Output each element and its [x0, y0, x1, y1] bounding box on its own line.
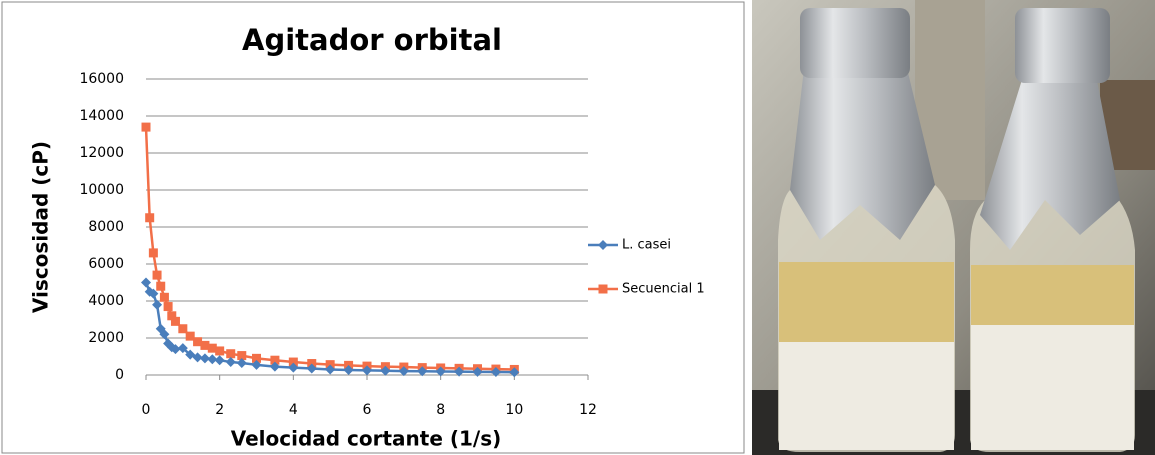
data-point [226, 349, 236, 359]
sediment [971, 325, 1134, 450]
photo [752, 0, 1155, 455]
data-point [270, 355, 280, 365]
data-point [148, 248, 158, 258]
data-point [306, 363, 317, 374]
data-point [163, 302, 173, 312]
y-tick-label: 14000 [79, 108, 124, 124]
data-point [454, 366, 465, 377]
legend-label: Secuencial 1 [622, 282, 705, 297]
data-point [435, 366, 446, 377]
data-point [159, 292, 169, 302]
foil [790, 60, 935, 240]
data-point [398, 366, 409, 377]
data-point [288, 357, 298, 367]
data-point [251, 359, 262, 370]
data-point [193, 337, 203, 347]
data-point [192, 352, 203, 363]
y-tick-label: 8000 [88, 219, 124, 235]
data-point [152, 299, 163, 310]
data-point [207, 343, 217, 353]
data-point [343, 365, 354, 376]
y-tick-label: 6000 [88, 256, 124, 272]
liquid [779, 262, 954, 342]
data-point [170, 316, 180, 326]
data-point [490, 367, 501, 378]
data-point [156, 281, 166, 291]
data-point [199, 353, 210, 364]
data-point [178, 324, 188, 334]
data-point [185, 331, 195, 341]
y-tick-label: 4000 [88, 293, 124, 309]
data-point [177, 343, 188, 354]
y-axis-label: Viscosidad (cP) [29, 141, 53, 313]
foil [980, 70, 1120, 250]
legend-marker [598, 284, 608, 294]
y-tick-label: 16000 [79, 71, 124, 87]
data-point [509, 367, 520, 378]
data-point [417, 366, 428, 377]
legend-label: L. casei [622, 238, 671, 253]
x-tick-label: 6 [363, 402, 372, 418]
x-tick-label: 4 [289, 402, 298, 418]
y-tick-label: 12000 [79, 145, 124, 161]
x-tick-label: 10 [505, 402, 523, 418]
data-point [159, 329, 170, 340]
x-tick-label: 2 [215, 402, 224, 418]
data-point [380, 365, 391, 376]
y-tick-label: 0 [115, 367, 124, 383]
x-tick-label: 0 [142, 402, 151, 418]
data-point [236, 357, 247, 368]
data-point [362, 365, 372, 376]
x-axis-label: Velocidad cortante (1/s) [231, 427, 502, 451]
data-point [167, 311, 177, 321]
legend-marker [598, 240, 608, 250]
y-tick-label: 10000 [79, 182, 124, 198]
data-point [145, 213, 155, 223]
data-point [225, 357, 236, 368]
sediment [779, 342, 954, 450]
data-point [214, 355, 225, 366]
x-tick-label: 8 [436, 402, 445, 418]
foil-cap [800, 8, 910, 78]
data-point [141, 277, 151, 288]
x-tick-label: 12 [579, 402, 597, 418]
data-point [141, 122, 151, 132]
data-point [185, 349, 196, 360]
data-point [170, 344, 181, 355]
data-point [152, 270, 162, 280]
data-point [200, 340, 210, 350]
data-point [252, 353, 261, 363]
data-point [148, 288, 159, 299]
chart: Agitador orbital Velocidad cortante (1/s… [29, 23, 705, 451]
y-tick-label: 2000 [88, 330, 124, 346]
data-point [215, 346, 225, 356]
data-point [269, 361, 280, 372]
data-point [472, 366, 483, 377]
data-point [325, 364, 336, 375]
data-point [288, 362, 299, 373]
data-point [207, 354, 218, 365]
data-point [237, 351, 247, 361]
liquid [971, 265, 1134, 325]
chart-title: Agitador orbital [242, 23, 502, 57]
foil-cap [1015, 8, 1110, 83]
